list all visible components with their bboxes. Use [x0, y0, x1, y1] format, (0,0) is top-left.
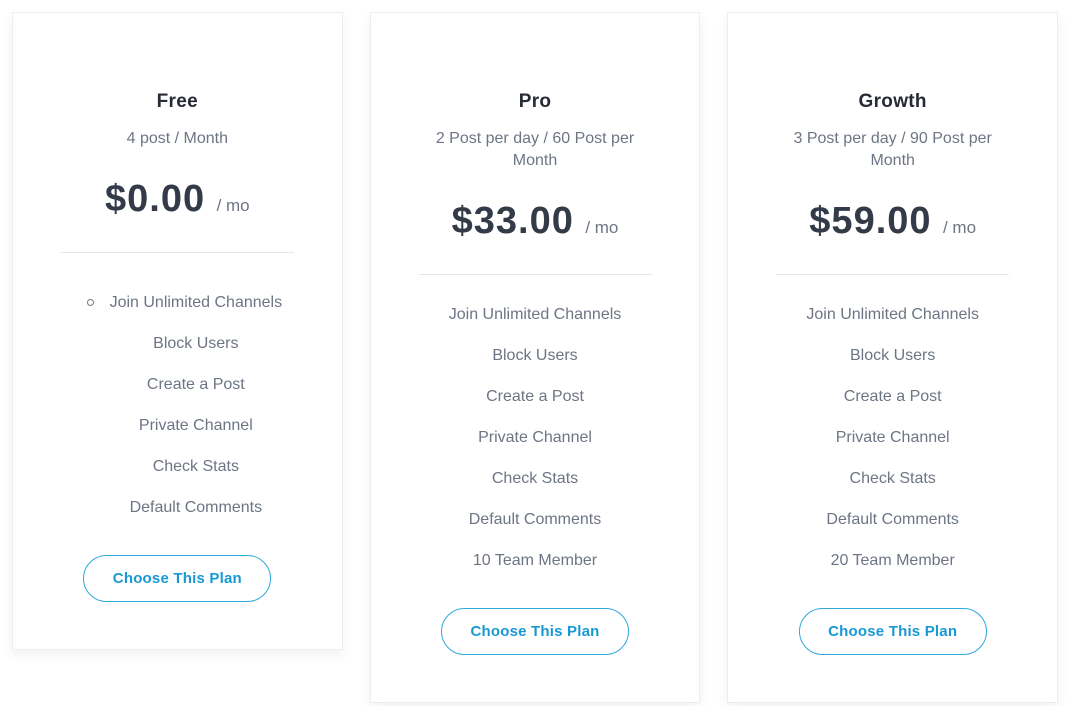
- feature-item: Private Channel: [138, 417, 253, 434]
- plan-name: Growth: [858, 91, 927, 112]
- plan-subtitle: 2 Post per day / 60 Post per Month: [435, 130, 635, 169]
- circle-bullet-icon: [86, 299, 94, 306]
- choose-plan-button[interactable]: Choose This Plan: [798, 608, 987, 655]
- plan-price-row: $33.00 / mo: [371, 200, 700, 250]
- plan-name: Free: [156, 91, 198, 112]
- feature-item: Block Users: [850, 347, 936, 364]
- divider: [776, 274, 1010, 275]
- feature-item: Default Comments: [129, 499, 263, 516]
- feature-item: Check Stats: [849, 470, 936, 487]
- divider: [60, 252, 294, 253]
- feature-list: Join Unlimited Channels Block Users Crea…: [13, 292, 342, 519]
- feature-item: Join Unlimited Channels: [50, 292, 342, 314]
- feature-item: Create a Post: [146, 376, 245, 393]
- feature-item: Private Channel: [835, 429, 950, 446]
- plan-price-row: $0.00 / mo: [13, 178, 342, 228]
- plan-price-row: $59.00 / mo: [728, 200, 1057, 250]
- divider: [418, 274, 652, 275]
- choose-plan-button[interactable]: Choose This Plan: [441, 608, 629, 655]
- price-period: / mo: [585, 218, 619, 237]
- feature-item: Block Users: [153, 335, 239, 352]
- price-amount: $59.00: [809, 200, 932, 242]
- price-period: / mo: [942, 218, 977, 237]
- feature-list: Join Unlimited Channels Block Users Crea…: [371, 304, 700, 572]
- feature-label: Join Unlimited Channels: [109, 294, 283, 311]
- feature-item: 10 Team Member: [472, 552, 598, 569]
- feature-item: Create a Post: [486, 388, 584, 405]
- plan-subtitle: 4 post / Month: [126, 130, 229, 147]
- plan-card-growth: Growth 3 Post per day / 90 Post per Mont…: [727, 12, 1059, 703]
- feature-item: Private Channel: [478, 429, 592, 446]
- feature-item: Default Comments: [468, 511, 602, 528]
- price-period: / mo: [216, 196, 250, 215]
- feature-item: Block Users: [492, 347, 578, 364]
- feature-item: Join Unlimited Channels: [806, 306, 979, 323]
- plan-card-pro: Pro 2 Post per day / 60 Post per Month $…: [369, 12, 701, 703]
- price-amount: $33.00: [451, 200, 574, 242]
- choose-plan-button[interactable]: Choose This Plan: [83, 555, 272, 602]
- feature-list: Join Unlimited Channels Block Users Crea…: [728, 304, 1057, 572]
- feature-item: Check Stats: [152, 458, 239, 475]
- price-amount: $0.00: [105, 178, 206, 220]
- plan-card-free: Free 4 post / Month $0.00 / mo Join Unli…: [12, 12, 343, 650]
- feature-item: Create a Post: [843, 388, 942, 405]
- feature-item: Default Comments: [826, 511, 959, 528]
- plan-subtitle: 3 Post per day / 90 Post per Month: [793, 130, 992, 169]
- plan-name: Pro: [518, 91, 552, 112]
- feature-item: 20 Team Member: [830, 552, 955, 569]
- feature-item: Join Unlimited Channels: [448, 306, 622, 323]
- feature-item: Check Stats: [491, 470, 579, 487]
